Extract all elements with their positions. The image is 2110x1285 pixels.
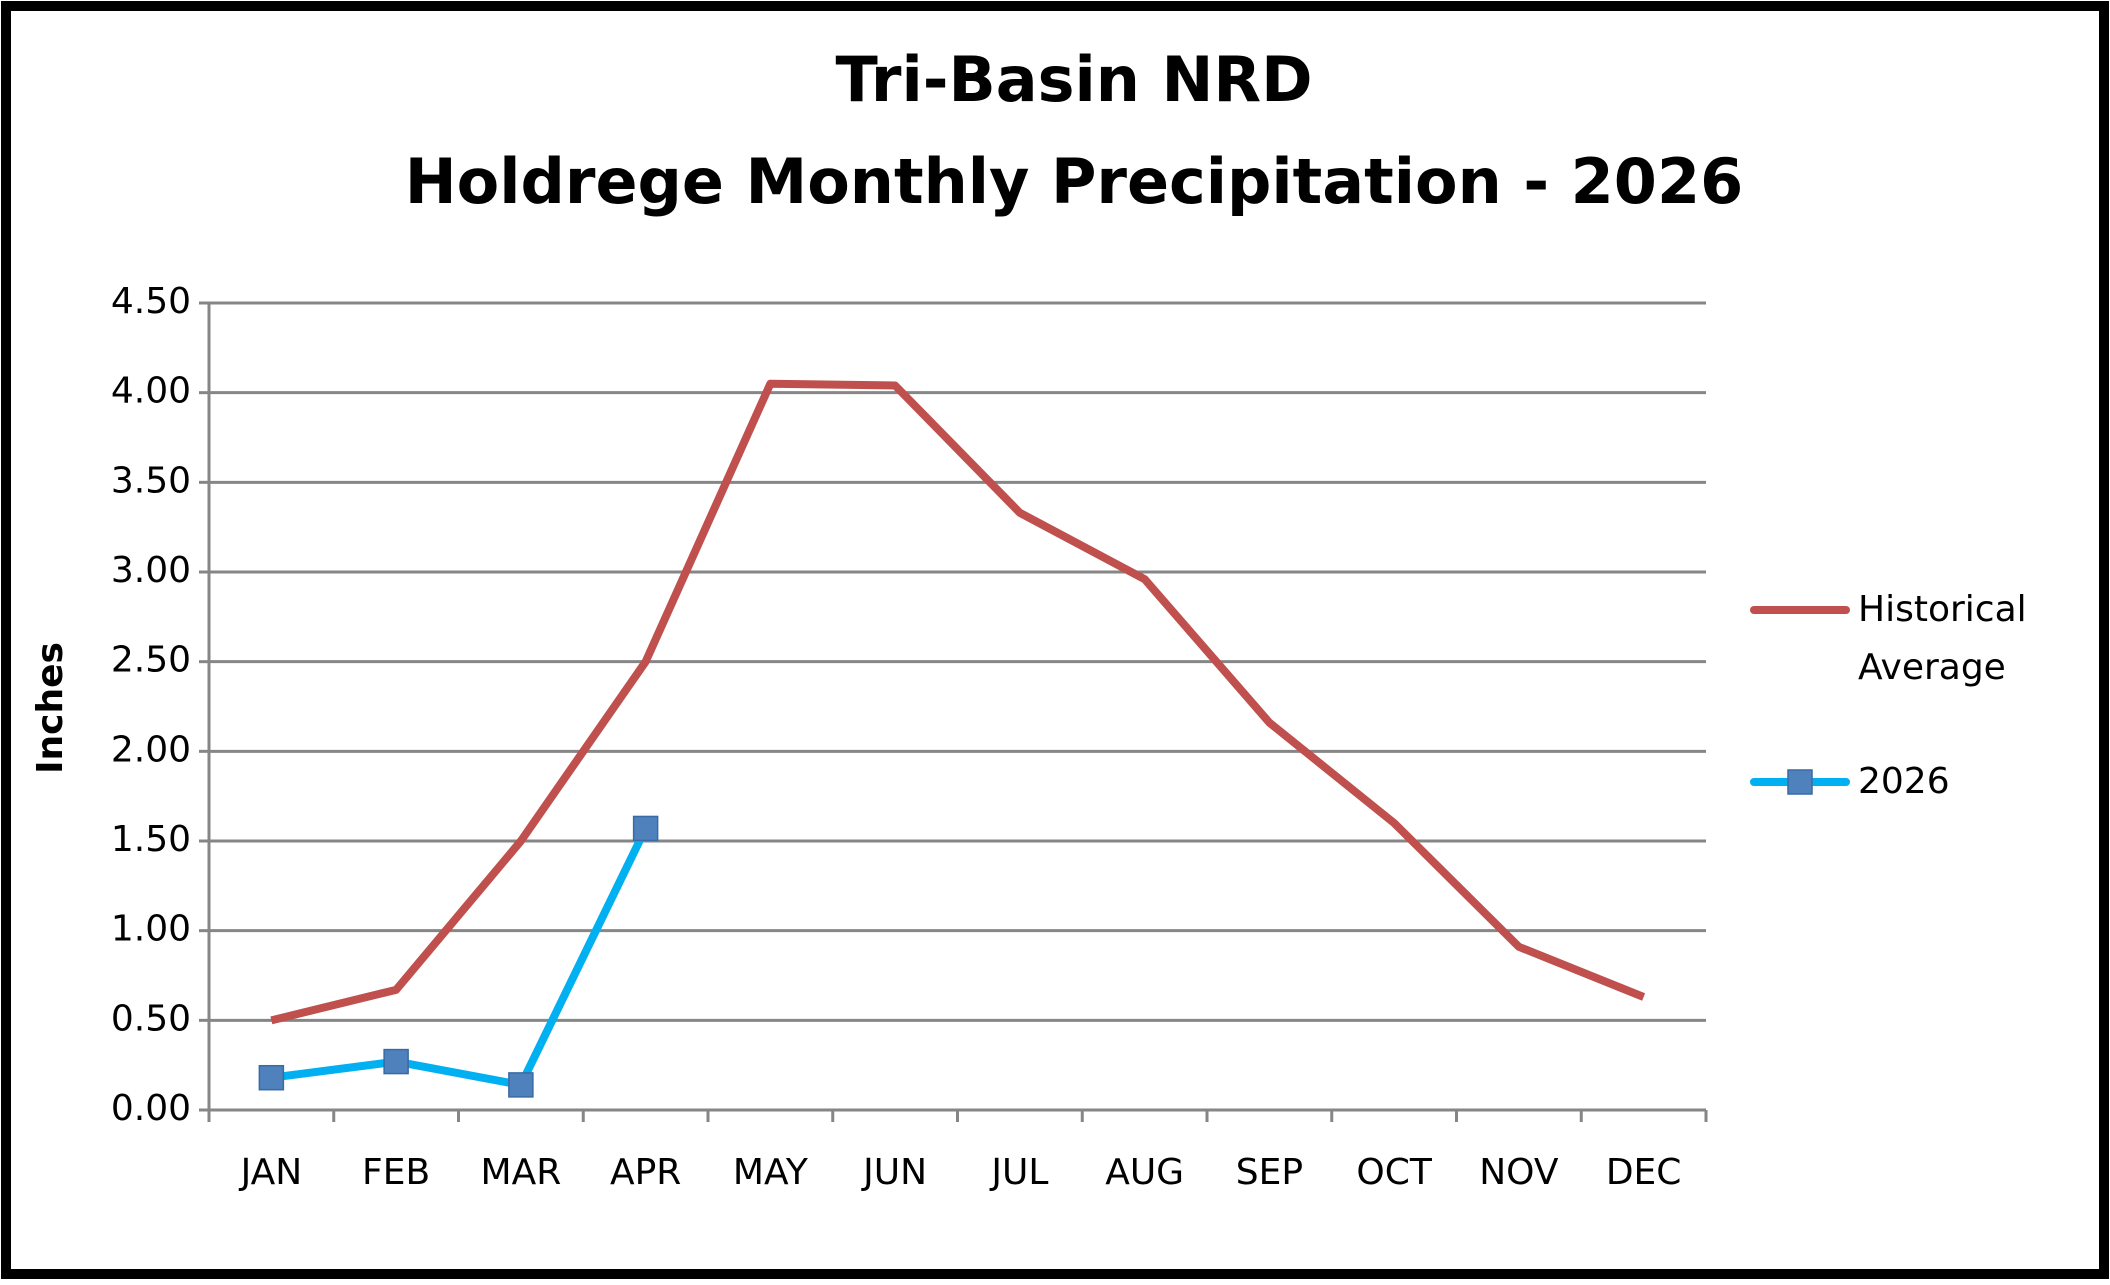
y-tick-label: 0.50 xyxy=(111,998,191,1039)
x-tick-label: JUN xyxy=(861,1152,927,1193)
y-tick-label: 4.00 xyxy=(111,371,191,412)
series-marker xyxy=(508,1072,534,1098)
series-marker xyxy=(258,1064,285,1091)
y-axis-label: Inches xyxy=(30,642,71,774)
series-marker xyxy=(383,1048,409,1075)
y-tick-label: 4.50 xyxy=(111,281,191,322)
x-tick-label: SEP xyxy=(1236,1152,1303,1193)
x-tick-label: OCT xyxy=(1356,1152,1432,1193)
legend-label: Historical Average xyxy=(1858,589,2027,688)
x-tick-label: DEC xyxy=(1606,1152,1682,1193)
x-tick-label: MAR xyxy=(481,1152,562,1193)
y-tick-label: 3.00 xyxy=(111,550,191,591)
x-tick-label: JAN xyxy=(239,1152,303,1193)
y-tick-label: 2.50 xyxy=(111,640,191,681)
y-tick-label: 1.00 xyxy=(111,909,191,950)
x-tick-label: NOV xyxy=(1479,1152,1559,1193)
series-line xyxy=(270,379,1646,1025)
series-line xyxy=(270,826,650,1089)
y-tick-label: 1.50 xyxy=(111,819,191,860)
x-tick-label: JUL xyxy=(989,1152,1048,1193)
y-tick-label: 2.00 xyxy=(111,729,191,770)
chart-title: Tri-Basin NRD xyxy=(835,43,1312,116)
legend-label: 2026 xyxy=(1858,761,1950,802)
chart-subtitle: Holdrege Monthly Precipitation - 2026 xyxy=(405,145,1743,218)
y-tick-label: 3.50 xyxy=(111,460,191,501)
y-tick-label: 0.00 xyxy=(111,1088,191,1129)
x-tick-label: AUG xyxy=(1105,1152,1184,1193)
x-tick-label: FEB xyxy=(362,1152,430,1193)
x-tick-label: APR xyxy=(610,1152,681,1193)
x-tick-label: MAY xyxy=(733,1152,809,1193)
legend-marker xyxy=(1787,769,1813,795)
series-marker xyxy=(632,815,659,842)
